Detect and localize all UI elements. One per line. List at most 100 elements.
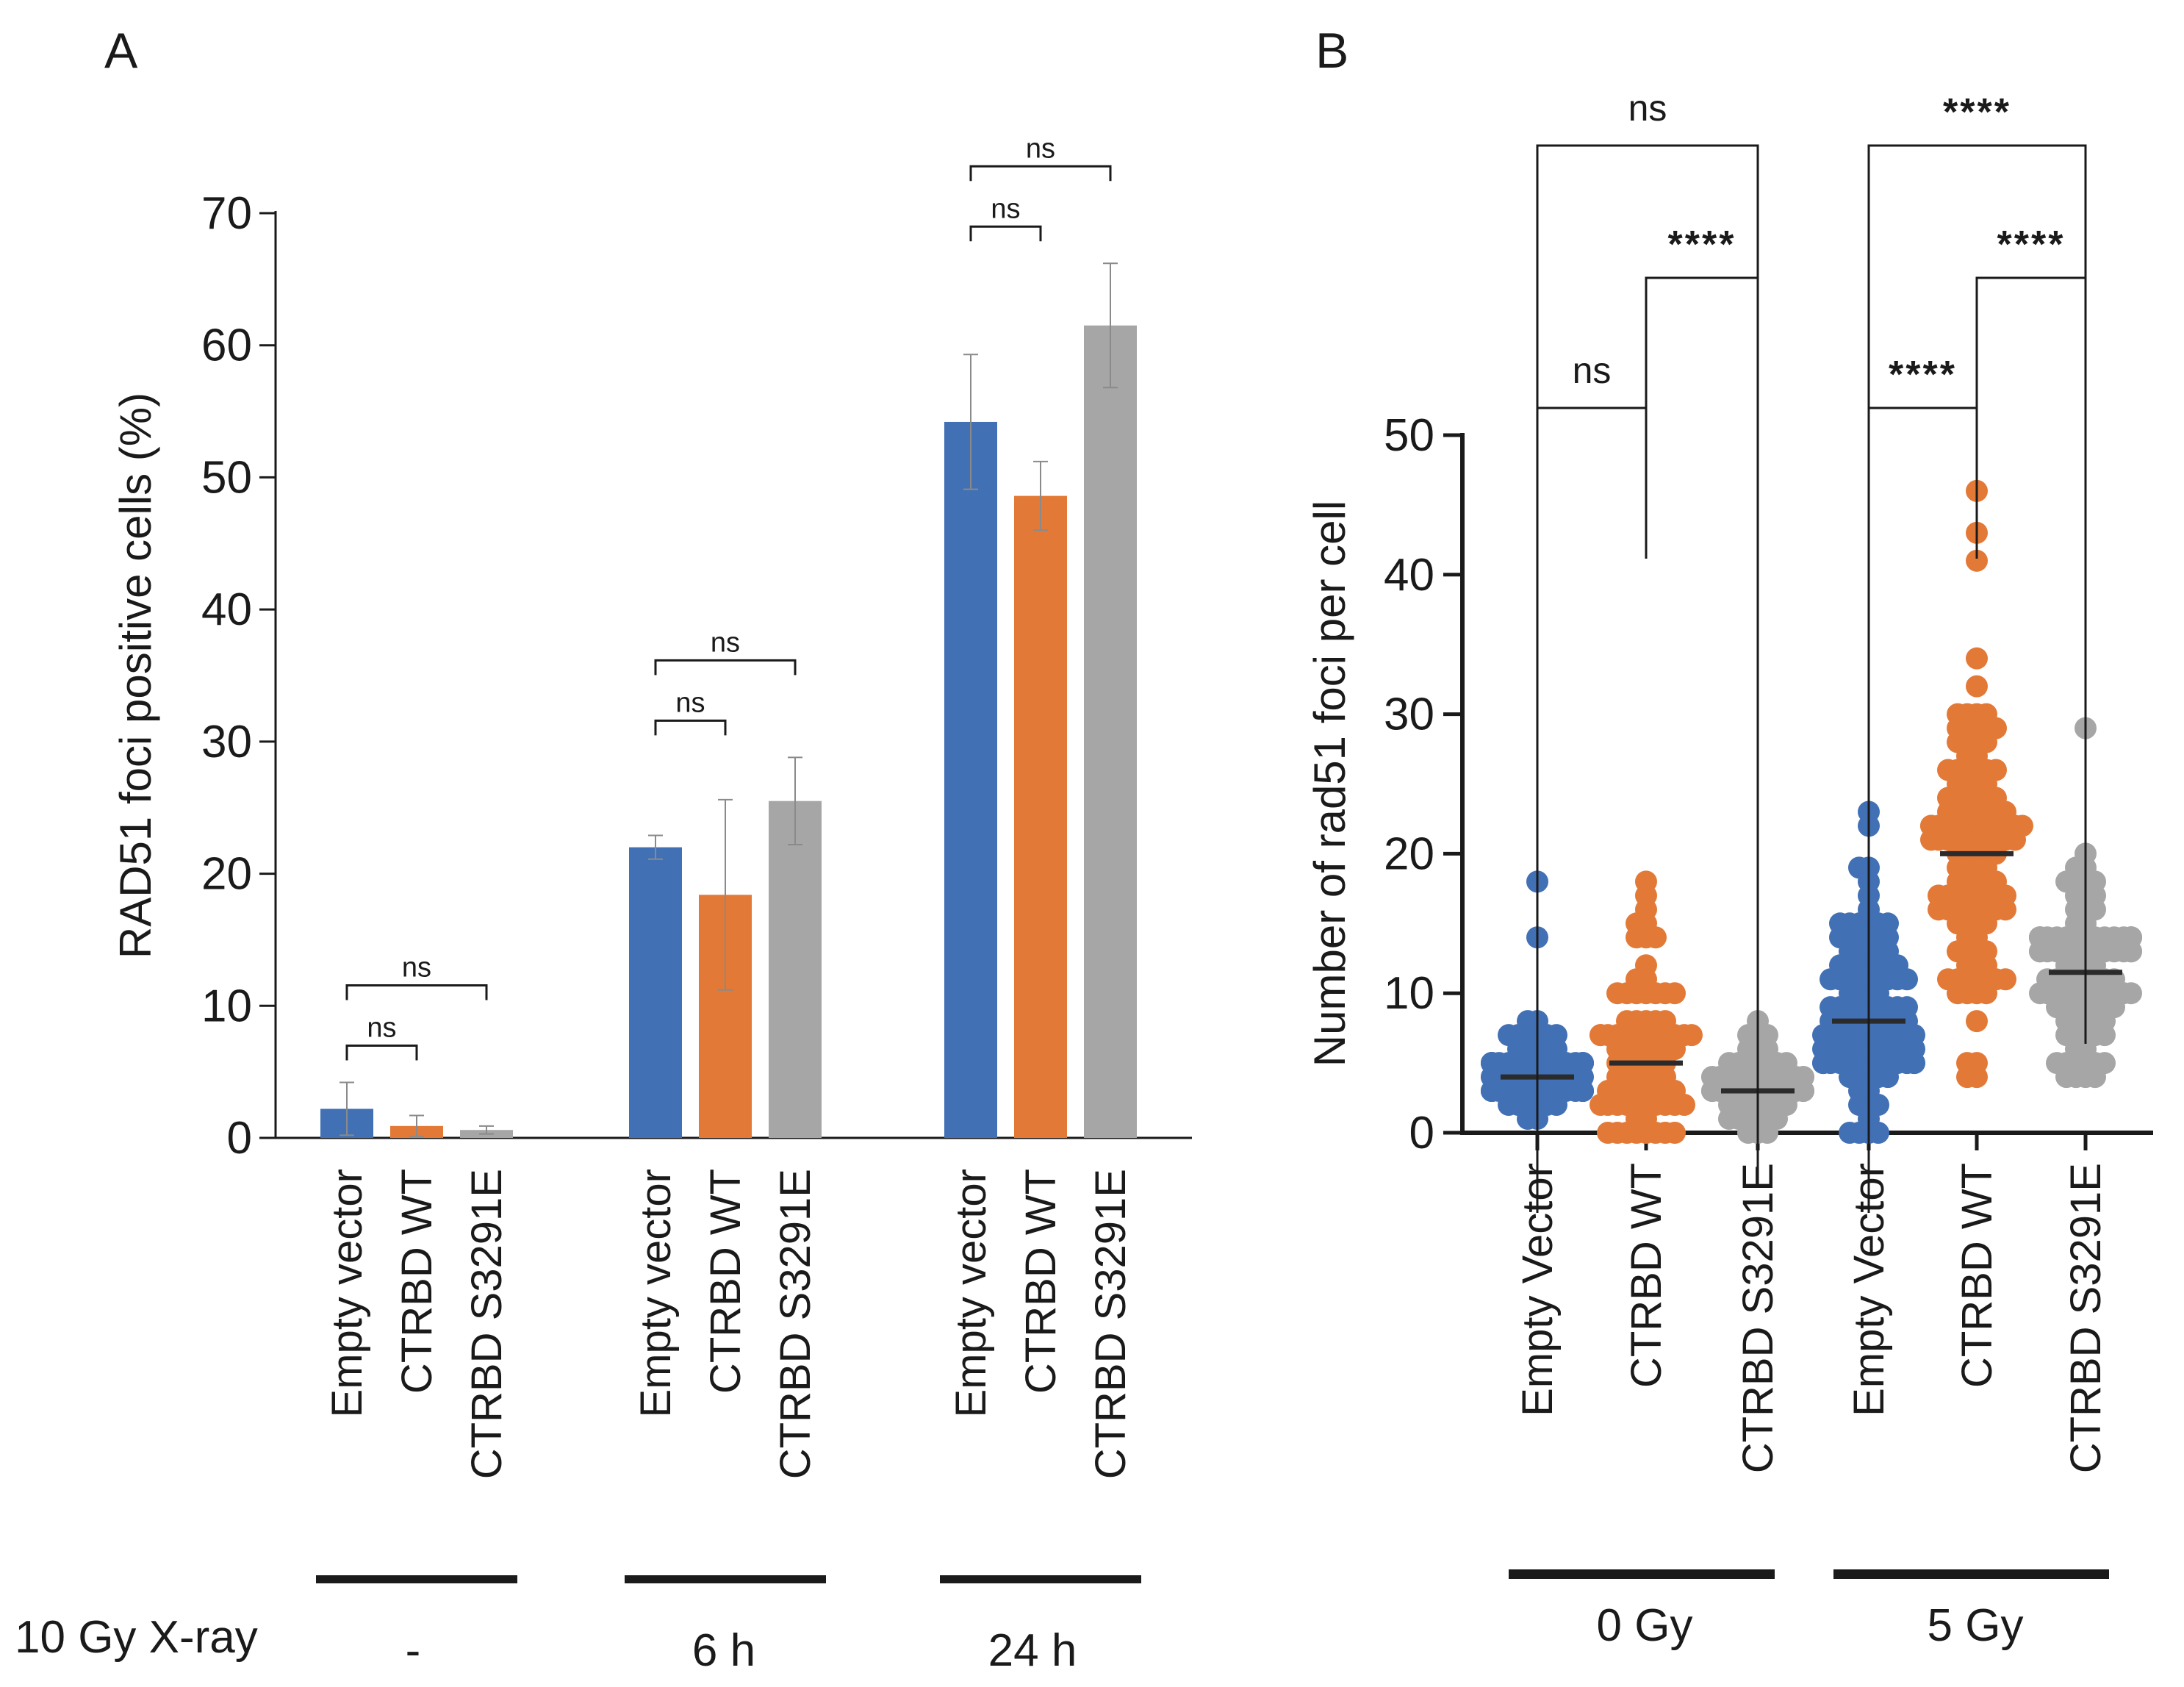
data-point (1718, 1052, 1740, 1075)
significance-bracket (654, 659, 797, 676)
data-point (1664, 1038, 1686, 1061)
y-tick-label: 50 (1384, 410, 1434, 461)
group-label: 6 h (692, 1625, 755, 1676)
data-point (1975, 954, 1997, 977)
bar (629, 847, 682, 1138)
data-point (2120, 926, 2142, 949)
data-point (1947, 982, 1969, 1005)
data-point (1572, 1080, 1594, 1103)
significance-bracket (969, 225, 1042, 242)
data-point (1829, 926, 1851, 949)
data-point (1545, 1094, 1567, 1117)
category-label: Empty vector (323, 1169, 371, 1417)
data-point (1966, 675, 1988, 698)
data-point (1589, 1024, 1612, 1047)
data-point (2094, 1010, 2116, 1033)
data-point (1645, 926, 1667, 949)
data-point (1920, 814, 1942, 837)
data-point (1947, 940, 1969, 963)
data-point (2084, 870, 2106, 893)
data-point (1994, 968, 2016, 991)
data-point (1947, 703, 1969, 726)
data-point (1545, 1038, 1567, 1061)
category-label: CTRBD WT (1623, 1163, 1670, 1388)
data-point (1994, 800, 2016, 823)
data-point (1718, 1108, 1740, 1131)
panel-a-letter: A (104, 23, 138, 79)
data-point (1756, 1122, 1778, 1144)
data-point (1635, 870, 1657, 893)
y-axis-title: Number of rad51 foci per cell (1305, 501, 1354, 1067)
comparison-label: **** (1889, 354, 1957, 396)
comparison-bracket (1536, 144, 1759, 1213)
data-point (2011, 814, 2033, 837)
category-label: CTRBD S3291E (772, 1169, 819, 1479)
data-point (1498, 1094, 1520, 1117)
y-tick-label: 40 (201, 584, 252, 635)
data-point (1928, 898, 1950, 921)
data-point (1947, 731, 1969, 753)
dot-plot-panel-b: 0 10 20 30 40 50 Number of rad51 foci per cell… (1305, 87, 2153, 1651)
data-point (2084, 898, 2106, 921)
data-point (1994, 884, 2016, 907)
comparison-bracket (1645, 276, 1759, 992)
y-axis-title: RAD51 foci positive cells (%) (111, 393, 160, 959)
comparison-label: **** (1668, 223, 1736, 266)
data-point (1877, 1066, 1899, 1089)
data-point (1966, 1010, 1988, 1033)
group-underline (1833, 1569, 2109, 1579)
data-point (1635, 954, 1657, 977)
data-point (1775, 1094, 1797, 1117)
data-point (1937, 759, 1959, 781)
data-point (1820, 968, 1842, 991)
comparison-label: **** (1943, 91, 2011, 134)
data-point (1616, 1010, 1638, 1033)
data-point (2046, 996, 2068, 1019)
significance-bracket (969, 165, 1112, 182)
data-point (1956, 1066, 1978, 1089)
data-point (1589, 1094, 1612, 1117)
panel-b-letter: B (1315, 23, 1348, 79)
data-point (1626, 1108, 1648, 1131)
data-point (1517, 1010, 1539, 1033)
data-point (2065, 898, 2087, 921)
y-tick-label: 20 (201, 849, 252, 900)
y-tick-label: 10 (1384, 968, 1434, 1019)
category-label: CTRBD S3291E (1734, 1163, 1782, 1473)
data-point (2120, 982, 2142, 1005)
data-point (2055, 1066, 2077, 1089)
y-tick-label: 60 (201, 320, 252, 371)
data-point (1975, 982, 1997, 1005)
data-point (1626, 912, 1648, 935)
data-point (1966, 549, 1988, 572)
data-point (1664, 1122, 1686, 1144)
significance-bracket (345, 1045, 418, 1061)
significance-bracket (654, 719, 727, 736)
significance-label: ns (1026, 133, 1055, 164)
data-point (1664, 982, 1686, 1005)
category-label: Empty vector (632, 1169, 680, 1417)
significance-label: ns (991, 193, 1020, 224)
data-point (1756, 1024, 1778, 1047)
comparison-label: ns (1573, 350, 1612, 391)
data-point (1507, 1038, 1529, 1061)
category-label: CTRBD WT (702, 1169, 750, 1394)
row-label-irradiation: 10 Gy X-ray (15, 1612, 258, 1663)
data-point (1673, 1094, 1695, 1117)
significance-label: ns (367, 1013, 396, 1044)
data-point (1947, 912, 1969, 935)
category-label: CTRBD WT (1017, 1169, 1065, 1394)
significance-label: ns (402, 953, 431, 984)
group-underline (940, 1575, 1141, 1583)
data-point (2094, 1052, 2116, 1075)
data-point (1867, 1122, 1889, 1144)
category-label: CTRBD S3291E (2062, 1163, 2110, 1473)
y-tick-label: 0 (1409, 1108, 1434, 1158)
data-point (1839, 982, 1861, 1005)
y-tick-label: 40 (1384, 550, 1434, 601)
data-point (1947, 856, 1969, 879)
y-tick-label: 30 (201, 717, 252, 767)
group-label: 24 h (988, 1625, 1077, 1676)
data-point (1606, 982, 1628, 1005)
data-point (1681, 1024, 1703, 1047)
